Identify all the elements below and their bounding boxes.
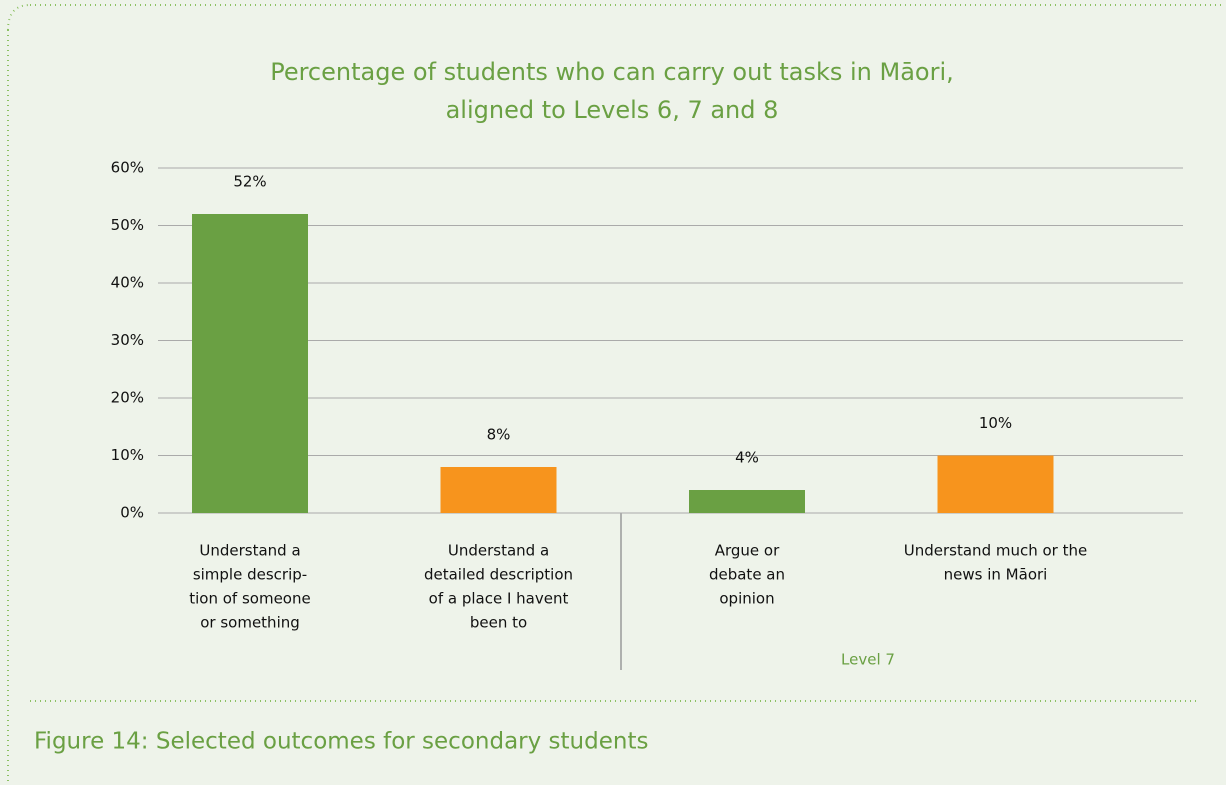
border [7, 4, 1224, 785]
y-tick-label: 60% [111, 159, 144, 177]
x-tick-label: been to [470, 614, 527, 632]
y-tick-label: 10% [111, 446, 144, 464]
x-tick-label: of a place I havent [429, 590, 569, 608]
x-tick-label: news in Māori [944, 566, 1048, 584]
x-tick-label: tion of someone [189, 590, 310, 608]
value-label: 52% [233, 173, 266, 191]
x-tick-label: or something [200, 614, 300, 632]
x-tick-label: Understand much or the [904, 542, 1087, 560]
bar [937, 455, 1054, 513]
bar [689, 490, 805, 513]
value-label: 10% [979, 414, 1012, 432]
x-tick-label: opinion [719, 590, 774, 608]
bar [440, 467, 557, 513]
y-tick-label: 0% [120, 504, 144, 522]
chart-title: Percentage of students who can carry out… [270, 58, 954, 86]
group-label: Level 7 [841, 651, 895, 669]
caption: Figure 14: Selected outcomes for seconda… [34, 729, 648, 755]
x-tick-label: Understand a [448, 542, 549, 560]
x-tick-label: simple descrip- [193, 566, 307, 584]
value-label: 8% [487, 426, 511, 444]
y-tick-label: 50% [111, 216, 144, 234]
chart-title: aligned to Levels 6, 7 and 8 [446, 96, 779, 124]
y-tick-label: 20% [111, 389, 144, 407]
bar [192, 214, 308, 513]
y-tick-label: 30% [111, 331, 144, 349]
x-tick-label: Understand a [199, 542, 300, 560]
value-label: 4% [735, 449, 759, 467]
x-tick-label: detailed description [424, 566, 573, 584]
x-tick-label: Argue or [715, 542, 780, 560]
x-tick-label: debate an [709, 566, 785, 584]
y-tick-label: 40% [111, 274, 144, 292]
